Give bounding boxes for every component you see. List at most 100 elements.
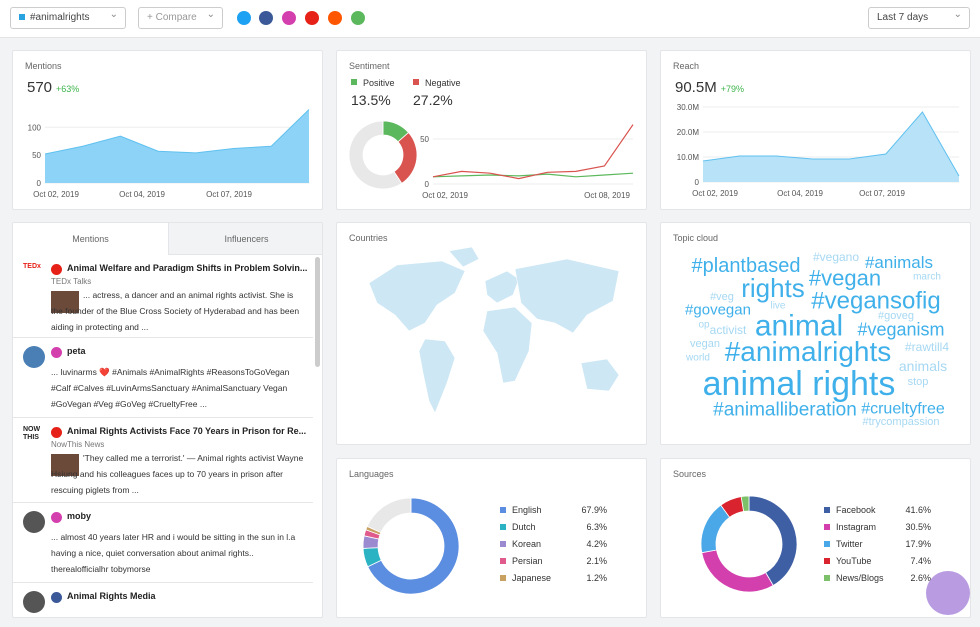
line [702, 111, 960, 177]
kpi-value: 570 [27, 79, 53, 96]
donut-segment [748, 495, 798, 587]
share-label: 27.2% [413, 92, 453, 108]
topic-word: #animalrights [725, 336, 892, 367]
mention-text: ... actress, a dancer and an animal righ… [51, 290, 300, 332]
instagram-icon[interactable] [282, 11, 296, 25]
legend-swatch [824, 507, 830, 513]
donut-segment [367, 497, 460, 595]
tab[interactable]: Mentions [13, 223, 168, 255]
source-logo: TEDx [23, 263, 41, 270]
legend-swatch [500, 541, 506, 547]
topic-word: march [913, 272, 941, 283]
topic-word: #crueltyfree [861, 401, 945, 418]
donut-segment [700, 504, 731, 554]
south-america [418, 338, 456, 414]
mentions-chart: 0 50 100 Oct 02, 2019 Oct 04, 2019 Oct 07, 20… [28, 109, 310, 199]
legend-label: Dutch [512, 522, 536, 532]
area [703, 112, 959, 182]
sources-chart: Facebook 41.6% Instagram 30.5% Twitter 17.9% Y… [700, 495, 931, 593]
legend-label: YouTube [836, 556, 871, 566]
topic-word: #veg [710, 291, 734, 303]
africa [482, 306, 533, 384]
legend-swatch [824, 541, 830, 547]
kpi: 570 +63% [27, 79, 79, 96]
legend-label: News/Blogs [836, 573, 884, 583]
mentions-panel: Mentions 570 +63% 0 50 100 Oct 02, 2019 Oct 0… [12, 50, 323, 210]
mention-title: peta [67, 346, 86, 356]
countries-panel: Countries [336, 222, 647, 445]
greenland [448, 246, 480, 268]
tab[interactable]: Influencers [168, 223, 322, 255]
value-label: 2.1% [586, 556, 607, 566]
topic-word: animal [755, 310, 843, 343]
y-tick-label: 0 [425, 180, 430, 189]
news-icon[interactable] [351, 11, 365, 25]
x-tick-label: Oct 04, 2019 [119, 190, 165, 199]
mention-item: NOW THIS Animal Rights Activists Face 70 … [13, 418, 313, 503]
twitter-icon[interactable] [237, 11, 251, 25]
panel-title: Languages [349, 469, 394, 479]
legend-swatch [413, 79, 419, 85]
x-tick-label: Oct 07, 2019 [859, 189, 905, 198]
sentiment-panel: Sentiment 0 50 Oct 02, 2019 Oct 08, 2019 Pos… [336, 50, 647, 210]
value-label: 6.3% [586, 522, 607, 532]
source-icon [51, 347, 62, 358]
search-text: #animalrights [30, 12, 90, 23]
y-tick-label: 0 [37, 179, 42, 188]
legend-label: Facebook [836, 505, 876, 515]
y-tick-label: 20.0M [677, 128, 700, 137]
donut-rest [366, 497, 412, 534]
mention-body: peta ... luvinarms ❤️ #Animals #AnimalRig… [21, 346, 305, 409]
topic-word: #vegan [809, 266, 881, 291]
x-tick-label: Oct 02, 2019 [33, 190, 79, 199]
y-tick-label: 10.0M [677, 153, 700, 162]
youtube-icon[interactable] [305, 11, 319, 25]
donut-segment [740, 495, 750, 512]
mention-item: moby ... almost 40 years later HR and i w… [13, 503, 313, 583]
compare-select[interactable]: + Compare [138, 5, 223, 29]
line [432, 124, 634, 180]
panel-title: Mentions [25, 61, 62, 71]
topic-word: #plantbased [692, 255, 801, 277]
chat-button[interactable] [926, 571, 970, 615]
facebook-icon[interactable] [259, 11, 273, 25]
header: #animalrights + Compare Last 7 days [0, 0, 980, 38]
topic-word: #animalliberation [713, 400, 857, 421]
panel-title: Reach [673, 61, 700, 71]
topic-word: world [685, 353, 710, 364]
reach-chart: 0 10.0M 20.0M 30.0M Oct 02, 2019 Oct 04, 2019… [677, 103, 960, 198]
legend-swatch [500, 524, 506, 530]
kpi: 90.5M +79% [675, 79, 744, 96]
y-tick-label: 100 [28, 123, 42, 132]
source-icon [51, 264, 62, 275]
y-tick-label: 50 [32, 151, 41, 160]
reach-panel: Reach 90.5M +79% 0 10.0M 20.0M 30.0M Oct 02, … [660, 50, 971, 210]
mention-title: Animal Welfare and Paradigm Shifts in Pr… [67, 263, 308, 273]
thumbnail [51, 291, 79, 313]
avatar [23, 511, 45, 533]
source-icon [51, 427, 62, 438]
y-tick-label: 30.0M [677, 103, 700, 112]
mention-item: peta ... luvinarms ❤️ #Animals #AnimalRig… [13, 338, 313, 418]
topic-word: #animals [865, 253, 933, 272]
sources-panel: Sources Facebook 41.6% Instagram 30.5% Twitt… [660, 458, 971, 618]
north-america [368, 260, 466, 332]
scrollbar[interactable] [315, 257, 320, 367]
topic-word: stop [908, 376, 929, 388]
legend-swatch [824, 558, 830, 564]
topic-word: #goveg [878, 310, 914, 322]
topic-word: rights [741, 273, 805, 303]
source-icon [51, 592, 62, 603]
mention-text: ... luvinarms ❤️ #Animals #AnimalRights … [51, 367, 290, 409]
panel-title: Sources [673, 469, 707, 479]
mention-author: TEDx Talks [51, 277, 92, 286]
feed-list: TEDx Animal Welfare and Paradigm Shifts i… [13, 255, 322, 617]
legend-swatch [500, 575, 506, 581]
mention-title: moby [67, 511, 92, 521]
mention-author: NowThis News [51, 440, 105, 449]
search-select[interactable]: #animalrights [10, 5, 126, 29]
range-select[interactable]: Last 7 days [868, 5, 970, 29]
mention-body: NOW THIS Animal Rights Activists Face 70 … [21, 426, 306, 495]
reddit-icon[interactable] [328, 11, 342, 25]
